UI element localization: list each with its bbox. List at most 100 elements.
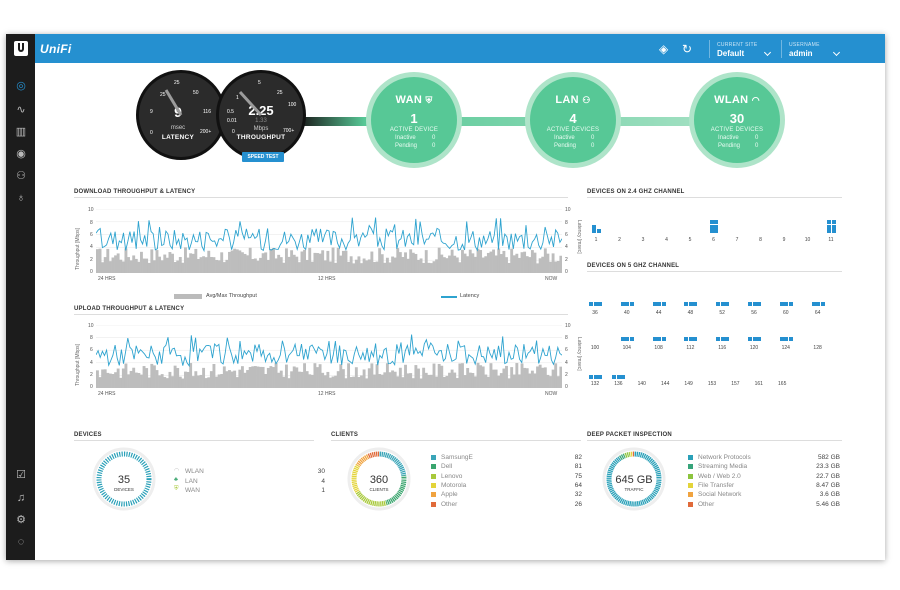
dashboard-icon[interactable]: ◎ bbox=[16, 80, 26, 92]
throughput-scale-3: 1 bbox=[236, 95, 239, 101]
username-selector[interactable]: admin bbox=[789, 49, 813, 58]
channel-5-device-block bbox=[661, 302, 666, 306]
download-throughput-bar bbox=[246, 255, 250, 273]
upload-throughput-bar bbox=[393, 371, 397, 388]
lan-inactive-label: Inactive bbox=[554, 135, 575, 141]
channel-5-label: 36 bbox=[592, 310, 598, 316]
devices-icon[interactable]: ◉ bbox=[16, 148, 26, 160]
ul-ytick-r-6: 6 bbox=[565, 347, 568, 353]
download-throughput-bar bbox=[163, 254, 167, 273]
dpi-label: Social Network bbox=[698, 491, 742, 499]
download-throughput-bar bbox=[406, 258, 410, 273]
ul-y-right-label: Latency [msec] bbox=[576, 337, 582, 371]
download-throughput-bar bbox=[181, 262, 185, 273]
channel-5-device-block bbox=[620, 302, 625, 306]
devices-donut[interactable] bbox=[91, 446, 157, 512]
download-throughput-bar bbox=[279, 257, 283, 273]
channel-5-label: 48 bbox=[687, 310, 694, 316]
download-throughput-bar bbox=[316, 253, 319, 273]
download-throughput-bar bbox=[437, 247, 441, 273]
upload-throughput-bar bbox=[481, 366, 485, 388]
shield-icon: ⛨ bbox=[425, 95, 433, 105]
upload-throughput-bar bbox=[448, 372, 451, 388]
download-throughput-bar bbox=[556, 260, 560, 273]
upload-throughput-bar bbox=[352, 376, 356, 388]
clients-icon[interactable]: ⚇ bbox=[16, 170, 26, 182]
chat-icon[interactable]: ◌ bbox=[17, 536, 25, 548]
lan-icon: ♣ bbox=[174, 477, 178, 483]
statistics-icon[interactable]: ∿ bbox=[16, 104, 26, 116]
download-throughput-bar bbox=[354, 259, 358, 273]
download-throughput-bar bbox=[380, 254, 384, 273]
download-throughput-bar bbox=[318, 253, 322, 273]
download-throughput-bar bbox=[259, 257, 262, 273]
throughput-scale-6: 100 bbox=[288, 102, 297, 108]
download-throughput-bar bbox=[409, 249, 413, 273]
events-icon[interactable]: ☑ bbox=[16, 469, 26, 481]
upload-throughput-bar bbox=[212, 364, 216, 388]
download-throughput-bar bbox=[525, 256, 529, 273]
channel-24-label: 10 bbox=[804, 237, 811, 243]
upload-throughput-bar bbox=[373, 374, 376, 388]
upload-throughput-bar bbox=[440, 365, 444, 388]
channel-5-device-block bbox=[598, 302, 602, 306]
upload-throughput-bar bbox=[427, 374, 431, 388]
download-throughput-bar bbox=[388, 262, 392, 273]
client-label: Other bbox=[441, 500, 458, 508]
download-throughput-bar bbox=[559, 255, 562, 273]
insights-icon[interactable]: ♁ bbox=[16, 192, 26, 204]
channel-5-label: 128 bbox=[813, 345, 822, 351]
latency-scale-5: 116 bbox=[203, 109, 211, 115]
download-throughput-bar bbox=[427, 262, 431, 273]
client-value: 82 bbox=[574, 454, 582, 461]
upload-throughput-bar bbox=[233, 370, 237, 388]
download-throughput-bar bbox=[152, 260, 156, 273]
download-throughput-bar bbox=[155, 250, 159, 273]
ubiquiti-logo-icon[interactable] bbox=[14, 41, 28, 56]
clients-slice bbox=[351, 451, 407, 507]
client-swatch bbox=[431, 492, 436, 498]
download-throughput-bar bbox=[445, 258, 449, 273]
devices-lan-value: 4 bbox=[321, 478, 325, 485]
upload-throughput-bar bbox=[453, 372, 457, 388]
dpi-donut[interactable] bbox=[601, 446, 667, 512]
layers-icon[interactable]: ◈ bbox=[659, 42, 669, 56]
refresh-icon[interactable]: ↻ bbox=[682, 42, 693, 56]
wlan-node[interactable]: WLAN ◠ 30 ACTIVE DEVICES Inactive 0 Pend… bbox=[689, 72, 785, 168]
channel-24-label: 2 bbox=[618, 237, 621, 243]
upload-throughput-bar bbox=[520, 363, 524, 388]
map-icon[interactable]: ▥ bbox=[15, 126, 27, 138]
download-chart-plot[interactable] bbox=[96, 209, 562, 273]
lan-node[interactable]: LAN ⚇ 4 ACTIVE DEVICES Inactive 0 Pendin… bbox=[525, 72, 621, 168]
upload-throughput-bar bbox=[238, 369, 242, 388]
site-selector[interactable]: Default bbox=[717, 49, 745, 58]
download-throughput-bar bbox=[295, 256, 299, 273]
download-throughput-bar bbox=[220, 252, 224, 273]
legend-throughput-swatch bbox=[174, 294, 202, 299]
upload-throughput-bar bbox=[142, 366, 146, 388]
download-throughput-bar bbox=[225, 259, 229, 273]
upload-throughput-bar bbox=[184, 371, 187, 388]
speed-test-button[interactable]: SPEED TEST bbox=[242, 152, 284, 162]
upload-throughput-bar bbox=[344, 378, 348, 388]
download-throughput-bar bbox=[106, 248, 110, 273]
upload-throughput-bar bbox=[209, 371, 213, 388]
channel-5-label: 144 bbox=[661, 381, 670, 387]
settings-icon[interactable]: ⚙ bbox=[16, 514, 26, 526]
upload-throughput-bar bbox=[189, 363, 193, 388]
download-throughput-bar bbox=[243, 253, 247, 273]
channel-5-device-block bbox=[716, 302, 721, 306]
upload-throughput-bar bbox=[165, 378, 169, 388]
wlan-inactive-value: 0 bbox=[755, 135, 759, 141]
download-throughput-bar bbox=[505, 257, 508, 273]
upload-throughput-bar bbox=[383, 372, 387, 388]
brand-logo[interactable]: UniFi bbox=[40, 42, 72, 56]
wlan-icon: ◠ bbox=[174, 468, 180, 474]
clients-donut[interactable] bbox=[346, 446, 412, 512]
wan-node[interactable]: WAN ⛨ 1 ACTIVE DEVICE Inactive 0 Pending… bbox=[366, 72, 462, 168]
channel-24-device-block bbox=[714, 220, 718, 224]
download-throughput-bar bbox=[538, 258, 542, 273]
upload-chart-plot[interactable] bbox=[96, 325, 562, 388]
dl-ytick-r-8: 8 bbox=[565, 220, 568, 226]
alerts-icon[interactable]: ♫ bbox=[16, 492, 26, 504]
